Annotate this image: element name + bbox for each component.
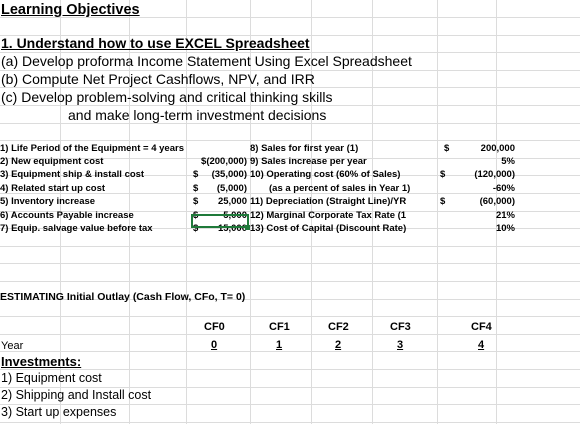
param-label: 5) Inventory increase [0, 196, 96, 207]
cf-year: 3 [397, 339, 404, 351]
param-value: 5% [501, 156, 515, 167]
param-label: 8) Sales for first year (1) [250, 143, 359, 154]
param-label: 13) Cost of Capital (Discount Rate) [250, 223, 407, 234]
cf-header: CF0 [204, 321, 225, 333]
sheet-title: Learning Objectives [1, 2, 140, 18]
investment-item-equipment: 1) Equipment cost [1, 371, 102, 385]
investment-item-shipping: 2) Shipping and Install cost [1, 388, 152, 402]
cf-year: 4 [478, 339, 485, 351]
investment-item-startup: 3) Start up expenses [1, 405, 117, 419]
param-currency: $ [440, 169, 446, 180]
param-value: (5,000) [216, 183, 247, 194]
selected-cell[interactable] [191, 214, 249, 228]
param-label: 3) Equipment ship & install cost [0, 169, 145, 180]
cf-header: CF4 [471, 321, 492, 333]
param-label: 2) New equipment cost [0, 156, 104, 167]
param-currency: $ [193, 183, 199, 194]
param-value: 15,000 [217, 223, 247, 234]
param-currency: $ [193, 223, 199, 234]
param-currency: $ [193, 169, 199, 180]
param-label: 10) Operating cost (60% of Sales) [250, 169, 401, 180]
param-label: 1) Life Period of the Equipment = 4 year… [0, 143, 184, 154]
param-value: $(200,000) [201, 156, 247, 167]
param-value: -60% [492, 183, 515, 194]
objective-c: (c) Develop problem-solving and critical… [1, 89, 333, 105]
cf-header: CF1 [269, 321, 290, 333]
param-label: 12) Marginal Corporate Tax Rate (1 [250, 210, 407, 221]
param-value: 25,000 [217, 196, 247, 207]
year-label: Year [1, 340, 24, 352]
param-value: (35,000) [211, 169, 247, 180]
param-value: 10% [495, 223, 515, 234]
param-label: 6) Accounts Payable increase [0, 210, 134, 221]
cf-header: CF3 [390, 321, 411, 333]
param-value: 21% [495, 210, 515, 221]
param-label: 7) Equip. salvage value before tax [0, 223, 153, 234]
cf-year: 1 [276, 339, 283, 351]
param-label: 4) Related start up cost [0, 183, 106, 194]
param-value: 200,000 [480, 143, 515, 154]
outlay-heading: ESTIMATING Initial Outlay (Cash Flow, CF… [0, 291, 246, 303]
cf-year: 0 [211, 339, 218, 351]
cf-header: CF2 [328, 321, 349, 333]
param-currency: $ [193, 196, 199, 207]
param-currency: $ [440, 196, 446, 207]
fill-handle[interactable] [245, 225, 250, 230]
investments-label: Investments: [1, 354, 82, 369]
objective-c-cont: and make long-term investment decisions [68, 107, 327, 123]
param-label: 11) Depreciation (Straight Line)/YR [250, 196, 407, 207]
param-value: (120,000) [474, 169, 515, 180]
param-value: (60,000) [479, 196, 515, 207]
objective-b: (b) Compute Net Project Cashflows, NPV, … [1, 71, 315, 87]
cf-year: 2 [335, 339, 342, 351]
param-label: (as a percent of sales in Year 1) [269, 183, 411, 194]
param-label: 9) Sales increase per year [250, 156, 367, 167]
objective-heading: 1. Understand how to use EXCEL Spreadshe… [1, 35, 310, 51]
objective-a: (a) Develop proforma Income Statement Us… [1, 53, 412, 69]
param-currency: $ [444, 143, 450, 154]
